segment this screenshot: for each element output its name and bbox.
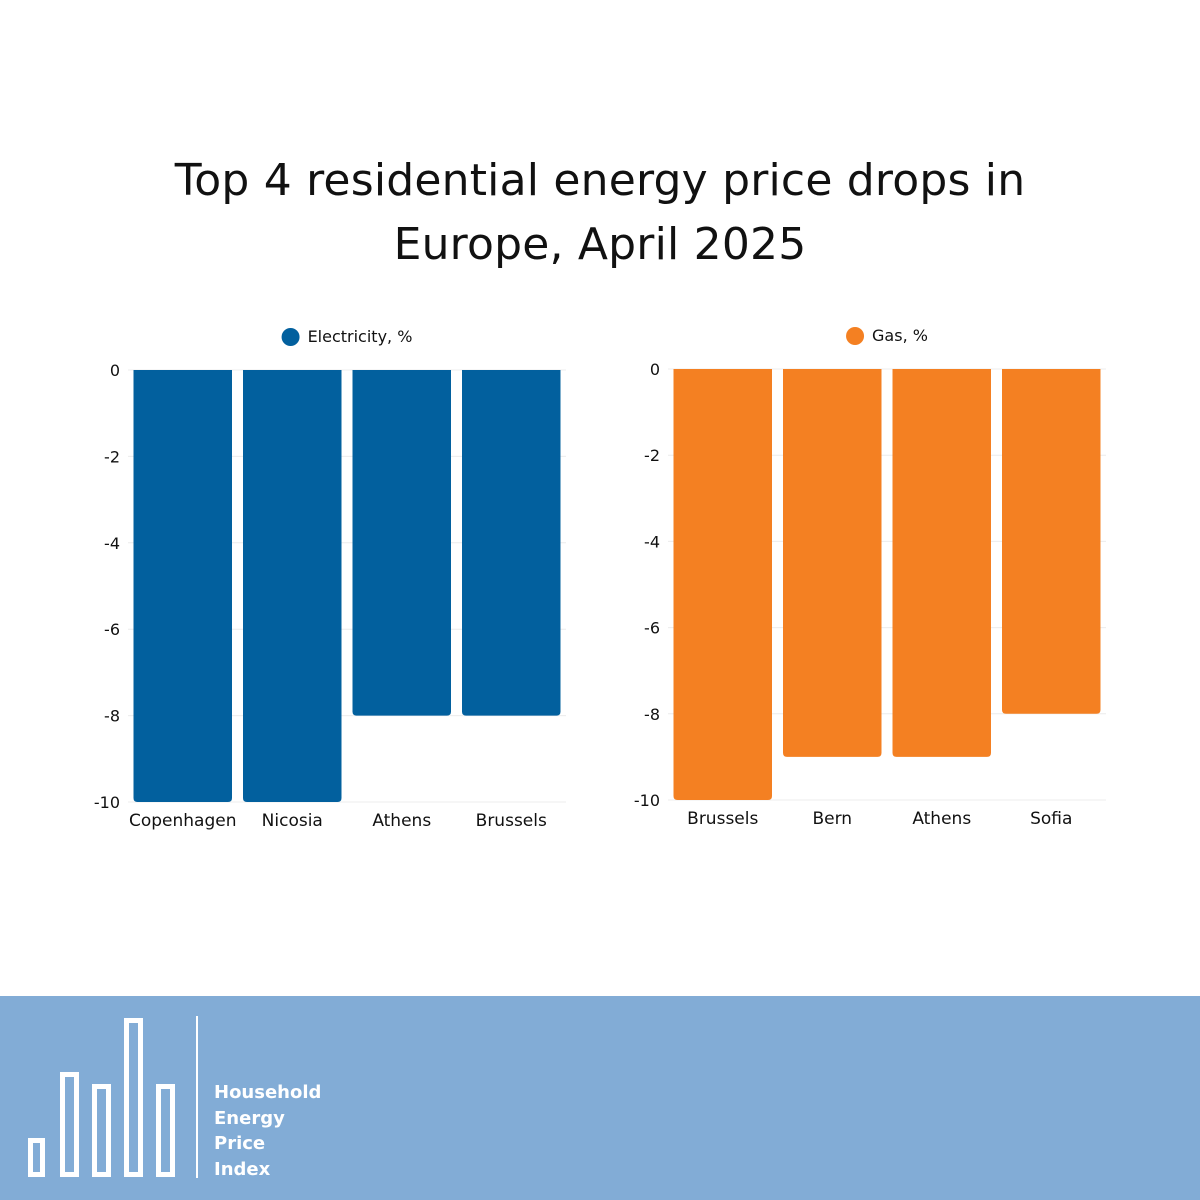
gas-y-tick-label: -2 [644,446,660,465]
electricity-bar [133,370,232,802]
brand-line-2: Energy [214,1107,285,1129]
brand-line-1: Household [214,1082,322,1103]
electricity-y-tick-label: 0 [110,361,120,380]
gas-y-tick-label: -4 [644,532,660,551]
gas-bar [783,369,882,757]
gas-y-tick-label: 0 [650,360,660,379]
gas-bar [673,369,772,800]
electricity-bar [243,370,342,802]
gas-y-tick-label: -6 [644,619,660,638]
electricity-x-tick-label: Athens [372,811,431,831]
chart-title: Top 4 residential energy price drops in … [100,149,1100,277]
charts-area: 0 -2 -4 -6 -8 -10 Copenhagen Nicosia Athens Bruss… [94,326,1106,831]
gas-bar [1002,369,1101,714]
gas-chart: 0 -2 -4 -6 -8 -10 Brussels Bern Athens Sofia Gas, … [634,326,1106,829]
electricity-bar [462,370,561,716]
electricity-bar [352,370,451,716]
brand-line-4: Index [214,1158,271,1180]
electricity-y-tick-label: -8 [104,707,120,726]
electricity-y-tick-label: -10 [94,793,120,812]
brand-name: Household Energy Price Index [214,1080,321,1182]
chart-title-line-1: Top 4 residential energy price drops in [174,155,1026,207]
gas-x-tick-label: Bern [812,809,852,829]
gas-legend-marker [846,327,865,345]
chart-title-line-2: Europe, April 2025 [393,219,807,271]
gas-bar [892,369,991,757]
gas-x-tick-label: Brussels [687,809,758,829]
electricity-y-tick-label: -6 [104,620,120,639]
electricity-x-tick-label: Copenhagen [129,811,237,831]
brand-line-3: Price [214,1133,266,1154]
electricity-x-tick-label: Nicosia [262,811,323,831]
electricity-y-tick-label: -2 [104,447,120,466]
gas-y-tick-label: -10 [634,791,660,810]
gas-x-tick-label: Athens [912,809,971,829]
gas-legend-label: Gas, % [872,326,928,345]
gas-y-tick-label: -8 [644,705,660,724]
electricity-y-tick-label: -4 [104,534,120,553]
footer-divider [196,1016,198,1178]
bar-chart-logo-icon [28,1018,175,1177]
electricity-chart: 0 -2 -4 -6 -8 -10 Copenhagen Nicosia Athens Bruss… [94,327,566,831]
electricity-legend-label: Electricity, % [308,327,413,346]
electricity-legend-marker [281,328,300,346]
electricity-x-tick-label: Brussels [476,811,547,831]
gas-x-tick-label: Sofia [1030,809,1072,829]
footer-banner [0,996,1200,1200]
